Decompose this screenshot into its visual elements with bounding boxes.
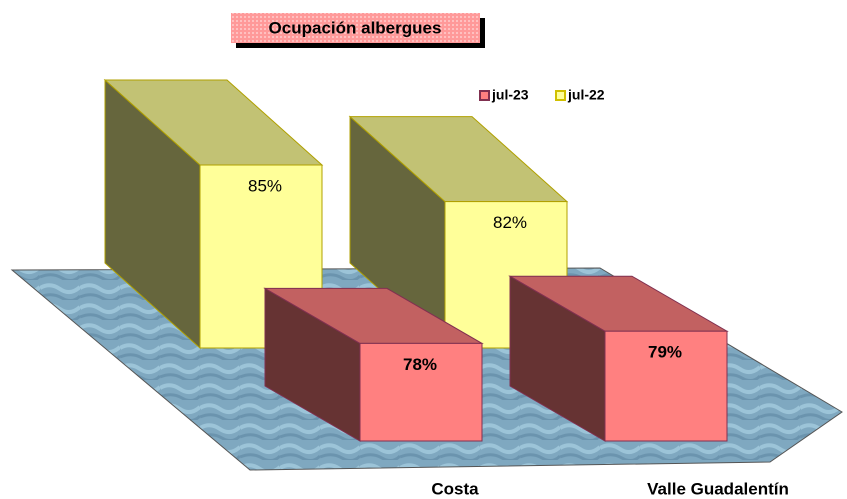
value-label: 82% [493,213,527,232]
legend-swatch [479,90,490,101]
chart-title: Ocupación albergues [269,18,442,37]
legend-swatch [555,90,566,101]
title-box [231,13,480,43]
legend-label: jul-23 [491,87,529,103]
legend-label: jul-22 [567,87,605,103]
bars: 85% 82% 78% 79% [103,78,729,442]
bar [359,342,483,442]
value-label: 85% [248,176,282,195]
x-tick-label: Costa [431,479,479,498]
value-label: 78% [403,355,437,374]
x-tick-label: Valle Guadalentín [647,479,789,498]
value-label: 79% [648,343,682,362]
bar [604,330,728,442]
